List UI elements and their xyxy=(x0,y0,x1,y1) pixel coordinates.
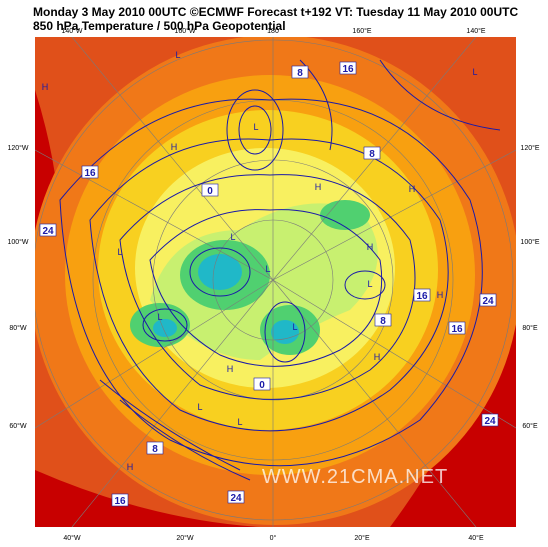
subtitle: 850 hPa Temperature / 500 hPa Geopotenti… xyxy=(33,19,286,33)
contour-label: 24 xyxy=(482,296,494,307)
contour-label-box xyxy=(374,313,392,327)
pressure-center: H xyxy=(42,82,49,92)
pressure-center: H xyxy=(171,142,178,152)
longitude-label: 80°E xyxy=(522,324,538,332)
contour-label-box xyxy=(146,441,164,455)
pressure-center: L xyxy=(157,312,162,322)
contour-label: 16 xyxy=(84,168,96,179)
contour-label: 16 xyxy=(114,496,126,507)
longitude-label: 40°W xyxy=(63,534,81,542)
contour-label: 24 xyxy=(230,493,242,504)
pressure-center: L xyxy=(197,402,202,412)
longitude-label: 120°E xyxy=(520,144,539,152)
pressure-center: H xyxy=(437,290,444,300)
contour-label-box xyxy=(481,413,499,427)
contour-label: 16 xyxy=(416,291,428,302)
contour-label-box xyxy=(227,490,245,504)
contour-label: 24 xyxy=(484,416,496,427)
contour-label-box xyxy=(291,65,309,79)
longitude-label: 60°W xyxy=(9,422,27,430)
pressure-center: L xyxy=(292,322,297,332)
contour-label: 8 xyxy=(297,68,303,79)
pressure-center: H xyxy=(315,182,322,192)
longitude-label: 140°E xyxy=(466,27,485,35)
contour-label-box xyxy=(363,146,381,160)
contour-label-box xyxy=(201,183,219,197)
pressure-center: H xyxy=(227,364,234,374)
contour-label-box xyxy=(339,61,357,75)
pressure-center: H xyxy=(409,184,416,194)
contour-label: 0 xyxy=(207,186,213,197)
pressure-center: L xyxy=(117,247,122,257)
contour-label-box xyxy=(81,165,99,179)
longitude-label: 160°E xyxy=(352,27,371,35)
title: Monday 3 May 2010 00UTC ©ECMWF Forecast … xyxy=(33,5,519,19)
contour-label-box xyxy=(253,377,271,391)
contour-label: 24 xyxy=(42,226,54,237)
longitude-label: 100°E xyxy=(520,238,539,246)
longitude-label: 40°E xyxy=(468,534,484,542)
watermark: WWW.21CMA.NET xyxy=(262,466,448,488)
geopotential-contours xyxy=(59,59,501,481)
contour-label-box xyxy=(111,493,129,507)
longitude-label: 60°E xyxy=(522,422,538,430)
longitude-label: 180 xyxy=(267,28,279,35)
longitude-label: 160°W xyxy=(174,27,195,35)
longitude-label: 80°W xyxy=(9,324,27,332)
pressure-center: L xyxy=(175,50,180,60)
contour-label-box xyxy=(413,288,431,302)
pressure-center: L xyxy=(230,232,235,242)
contour-label: 8 xyxy=(369,149,375,160)
longitude-label: 120°W xyxy=(7,144,28,152)
pressure-center: L xyxy=(265,264,270,274)
pressure-center: L xyxy=(253,122,258,132)
contour-label-box xyxy=(39,223,57,237)
longitude-label: 140°W xyxy=(61,27,82,35)
pressure-center: L xyxy=(237,417,242,427)
pressure-center: L xyxy=(472,67,477,77)
pressure-center: H xyxy=(374,352,381,362)
contour-label: 8 xyxy=(380,316,386,327)
longitude-label: 100°W xyxy=(7,238,28,246)
contour-label: 0 xyxy=(259,380,265,391)
longitude-label: 0° xyxy=(270,534,277,542)
pressure-center: H xyxy=(127,462,134,472)
contour-label-box xyxy=(448,321,466,335)
longitude-label: 20°W xyxy=(176,534,194,542)
contour-label: 8 xyxy=(152,444,158,455)
longitude-label: 20°E xyxy=(354,534,370,542)
contour-label: 16 xyxy=(451,324,463,335)
pressure-center: L xyxy=(367,279,372,289)
contour-label: 16 xyxy=(342,64,354,75)
pressure-center: H xyxy=(367,242,374,252)
contour-label-box xyxy=(479,293,497,307)
